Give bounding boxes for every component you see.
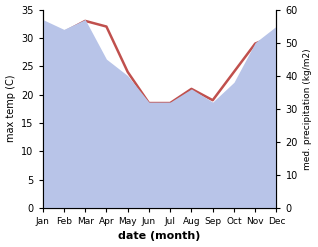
Y-axis label: med. precipitation (kg/m2): med. precipitation (kg/m2) xyxy=(303,48,313,169)
X-axis label: date (month): date (month) xyxy=(118,231,201,242)
Y-axis label: max temp (C): max temp (C) xyxy=(5,75,16,143)
